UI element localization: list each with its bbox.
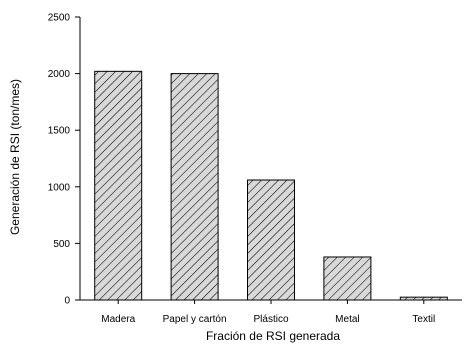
y-tick-label-0: 0 <box>64 296 70 307</box>
x-tick-label-0: Madera <box>101 314 135 325</box>
y-tick-label-3: 1500 <box>48 126 71 137</box>
y-tick-label-1: 500 <box>53 239 70 250</box>
x-tick-label-4: Textil <box>412 314 435 325</box>
y-axis-title: Generación de RSI (ton/mes) <box>8 79 22 235</box>
bar-2 <box>247 179 295 301</box>
bar-1 <box>170 73 219 301</box>
x-tick-label-2: Plástico <box>253 314 288 325</box>
bar-0 <box>94 70 143 301</box>
y-tick-label-4: 2000 <box>48 69 71 80</box>
x-tick-label-3: Metal <box>335 314 359 325</box>
bar-3 <box>323 256 372 301</box>
y-tick-label-5: 2500 <box>48 13 71 24</box>
x-tick-label-1: Papel y cartón <box>163 314 227 325</box>
axes-layer: Madera Papel y cartón Plástico Metal Textil 0… <box>48 13 462 325</box>
bars-layer <box>94 70 448 301</box>
x-axis-title: Fración de RSI generada <box>206 329 340 343</box>
y-tick-label-2: 1000 <box>48 182 71 193</box>
